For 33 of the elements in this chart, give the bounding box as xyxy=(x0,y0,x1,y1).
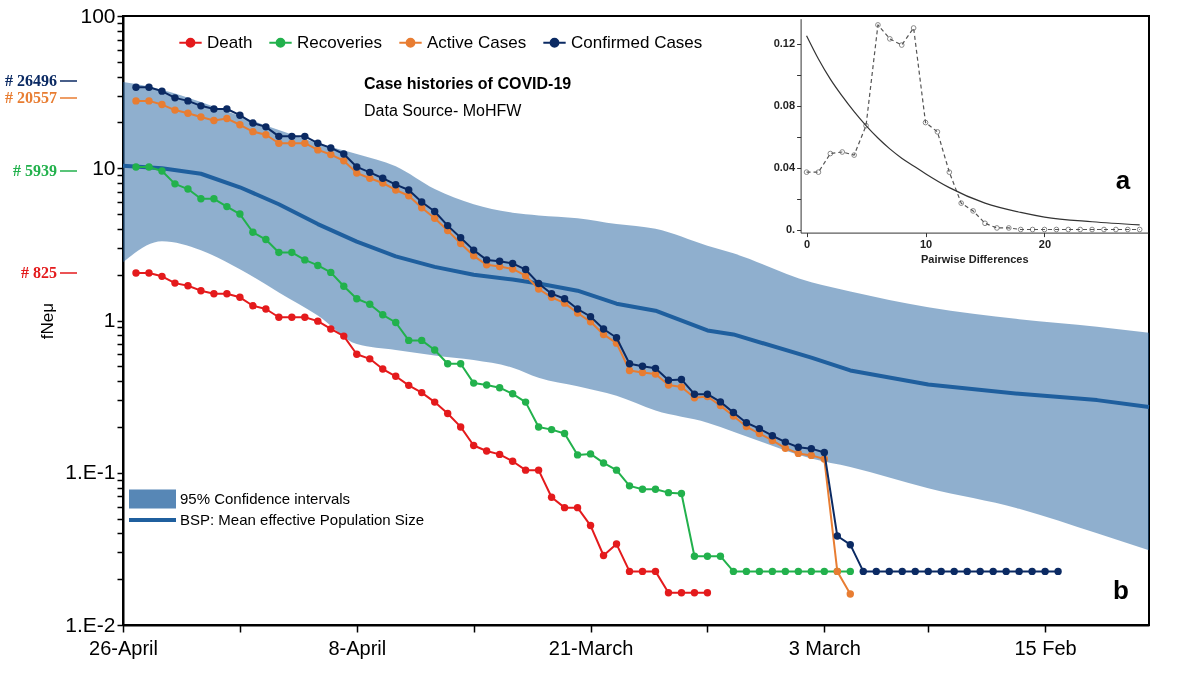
text: # 20557 xyxy=(5,89,57,106)
text: # 5939 xyxy=(13,162,57,179)
legend-label: Death xyxy=(207,32,253,52)
legend-label: Active Cases xyxy=(427,32,527,52)
y-axis-title: fNeμ xyxy=(38,302,58,340)
text: Case histories of COVID-19 xyxy=(364,75,572,92)
legend-label: Confirmed Cases xyxy=(571,32,703,52)
y-tick-label: 0.12 xyxy=(773,37,796,49)
annotation: a xyxy=(1115,165,1131,195)
x-tick-label: 0 xyxy=(803,238,811,251)
y-tick-label: 0. xyxy=(785,223,796,235)
x-tick-label: 21-March xyxy=(548,636,634,659)
y-tick-label: 0.08 xyxy=(773,99,796,111)
annotation: 95% Confidence intervals xyxy=(180,490,351,507)
annotation: b xyxy=(1113,575,1129,605)
legend-label: Recoveries xyxy=(297,32,383,52)
y-tick-label: 10 xyxy=(92,155,116,179)
legend-label: BSP: Mean effective Population Size xyxy=(180,511,425,528)
x-tick-label: 20 xyxy=(1038,238,1052,251)
x-tick-label: 8-April xyxy=(328,636,387,659)
x-tick-label: 10 xyxy=(919,238,933,251)
x-tick-label: 3 March xyxy=(788,636,861,659)
y-tick-label: 1.E-2 xyxy=(65,612,116,636)
y-tick-label: 0.04 xyxy=(773,161,796,173)
text: # 825 xyxy=(21,264,57,281)
text: Data Source- MoHFW xyxy=(364,102,523,119)
x-axis-title: Pairwise Differences xyxy=(920,253,1029,266)
y-tick-label: 1.E-1 xyxy=(65,460,116,484)
x-tick-label: 15 Feb xyxy=(1014,636,1077,659)
y-tick-label: 1 xyxy=(103,308,116,331)
x-tick-label: 26-April xyxy=(89,636,158,659)
text: # 26496 xyxy=(5,72,57,89)
y-tick-label: 100 xyxy=(80,3,116,27)
